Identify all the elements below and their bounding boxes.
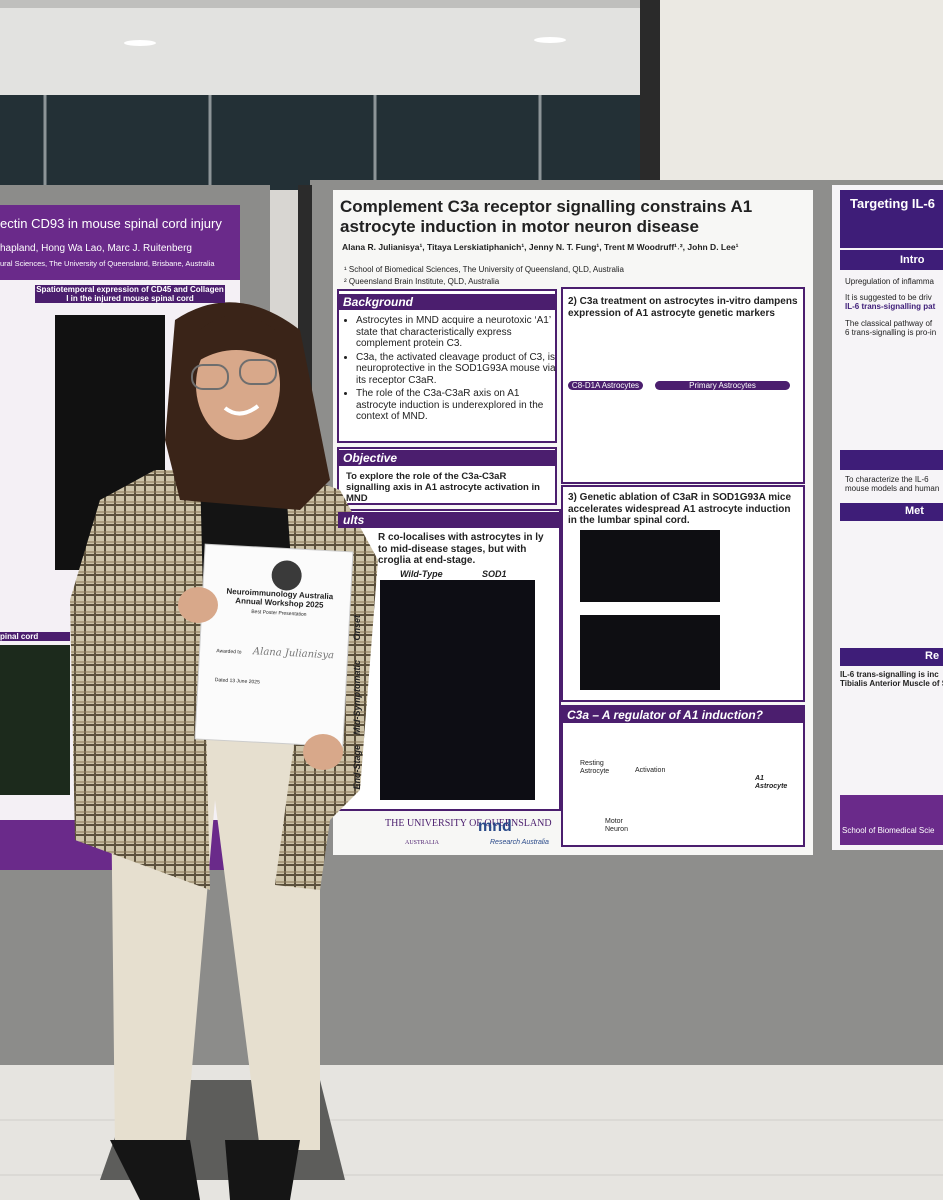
pillar (640, 0, 660, 185)
right-heading: Met (905, 505, 924, 517)
cert-name: Alana Julianisya (252, 646, 335, 662)
section-heading: ults (338, 512, 560, 528)
line: IL-6 trans-signalling is inc (840, 670, 939, 679)
line: mouse models and human (845, 484, 940, 494)
left-affiliation: ural Sciences, The University of Queensl… (0, 259, 215, 268)
panel-label: Primary Astrocytes (655, 381, 790, 391)
line: It is suggested to be driv (845, 293, 932, 303)
glasses (191, 364, 229, 390)
micrographs (580, 615, 720, 690)
row-label: Mid-Symptomatic (352, 660, 362, 736)
diagram-label: Activation (635, 767, 666, 774)
left-lower: pinal cord (0, 632, 70, 642)
face (196, 330, 280, 440)
bullet: Astrocytes in MND acquire a neurotoxic ‘… (356, 315, 561, 350)
row-label: End-Stage (352, 745, 362, 790)
panel-heading: 2) C3a treatment on astrocytes in-vitro … (568, 296, 798, 319)
left-title: ectin CD93 in mouse spinal cord injury (0, 216, 222, 231)
right-poster-footer (840, 795, 943, 845)
hair (200, 315, 275, 360)
hand (303, 734, 343, 770)
certificate-logo (271, 560, 302, 591)
shoe (225, 1140, 300, 1200)
left-poster-header (0, 205, 240, 280)
right-poster-band (840, 450, 943, 470)
panel-label: C8-D1A Astrocytes (568, 381, 643, 391)
objective-text: To explore the role of the C3a-C3aR sign… (346, 471, 540, 504)
smile (223, 404, 260, 416)
section-heading: Background (338, 294, 556, 310)
column-label: Wild-Type (400, 569, 443, 579)
certificate (194, 543, 354, 748)
window-frames (43, 95, 542, 190)
certificate-text: Neuroimmunology Australia Annual Worksho… (203, 586, 353, 691)
left-poster-images (0, 645, 70, 795)
light (534, 37, 566, 43)
bullet: C3a, the activated cleavage product of C… (356, 352, 561, 387)
line: To characterize the IL-6 (845, 475, 929, 484)
background-box (337, 289, 557, 443)
micrographs (580, 530, 720, 602)
bullet: The role of the C3a-C3aR axis on A1 astr… (356, 388, 561, 423)
poster-authors: Alana R. Julianisya¹, Titaya Lerskiatiph… (342, 242, 739, 252)
right-poster-band (840, 648, 943, 666)
right-title: Targeting IL-6 (850, 196, 935, 211)
glasses (239, 359, 277, 385)
affiliation: ² Queensland Brain Institute, QLD, Austr… (344, 277, 500, 286)
cert-awarded-label: Awarded to (216, 648, 242, 656)
line: 6 trans-signalling is pro-in (845, 327, 937, 337)
logo-text: AUSTRALIA (405, 840, 439, 846)
diagram-label: Resting Astrocyte (580, 760, 610, 776)
diagram-label: Motor Neuron (605, 818, 628, 834)
logo-text: mnd (478, 818, 512, 835)
right-lines: Upregulation of inflamma It is suggested… (845, 277, 943, 337)
right-poster-header (840, 190, 943, 248)
panel-heading: 3) Genetic ablation of C3aR in SOD1G93A … (568, 492, 792, 526)
row-label: Onset (352, 615, 362, 641)
line: The classical pathway of (845, 318, 933, 328)
line: Upregulation of inflamma (845, 277, 934, 286)
left-panel: Spatiotemporal expression of CD45 and Co… (35, 285, 225, 304)
jacket (70, 470, 210, 890)
right-heading: Intro (900, 254, 925, 266)
ceiling-beam (0, 0, 640, 8)
column-label: SOD1 (482, 569, 507, 579)
windows (0, 95, 640, 190)
right-poster-band (840, 250, 943, 270)
right-results: IL-6 trans-signalling is inc Tibialis An… (840, 670, 943, 688)
right-aim: To characterize the IL-6 mouse models an… (845, 475, 939, 493)
right-heading: Re (925, 650, 940, 662)
left-authors: hapland, Hong Wa Lao, Marc J. Ruitenberg (0, 243, 192, 254)
logo-text: Research Australia (490, 839, 549, 846)
section-heading: C3a – A regulator of A1 induction? (562, 707, 804, 723)
shoe (110, 1140, 200, 1200)
wall (660, 0, 943, 185)
line: Tibialis Anterior Muscle of S (840, 679, 943, 689)
micrographs (380, 580, 535, 800)
logo-text: THE UNIVERSITY OF QUEENSLAND (385, 818, 552, 829)
section-heading: Objective (338, 450, 556, 466)
line: IL-6 trans-signalling pat (845, 302, 936, 312)
hand (178, 587, 218, 623)
light (124, 40, 156, 46)
certificate-sheet (194, 543, 354, 748)
background-list: Astrocytes in MND acquire a neurotoxic ‘… (344, 315, 561, 425)
results-text: R co-localises with astrocytes in ly to … (378, 532, 544, 566)
panel-4 (561, 705, 805, 847)
poster-title: Complement C3a receptor signalling const… (340, 197, 753, 236)
right-footer: School of Biomedical Scie (842, 826, 935, 835)
right-poster-band (840, 503, 943, 521)
cert-awarded: Awarded to Alana Julianisya (216, 644, 349, 662)
affiliation: ¹ School of Biomedical Sciences, The Uni… (344, 265, 624, 274)
diagram-label: A1 Astrocyte (755, 775, 788, 791)
